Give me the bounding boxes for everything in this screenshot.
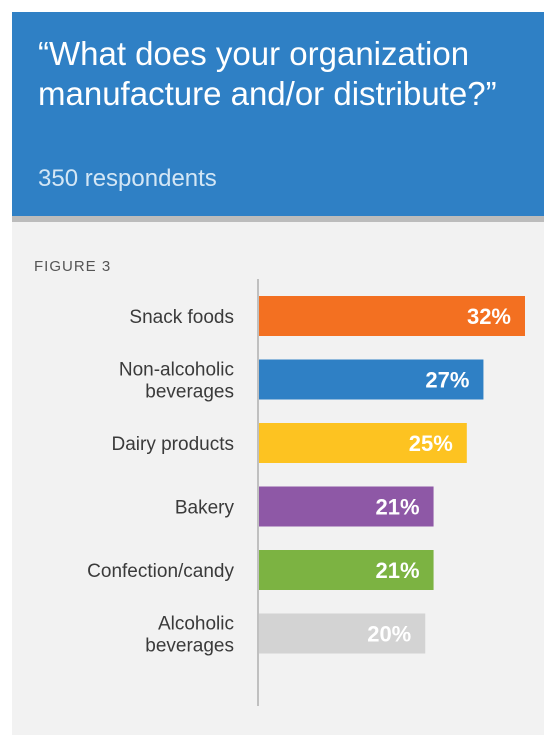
bar bbox=[259, 296, 525, 336]
category-label-line: beverages bbox=[145, 636, 234, 657]
category-label: Snack foods bbox=[129, 307, 234, 328]
header-panel: “What does your organization manufacture… bbox=[12, 12, 544, 222]
category-label-line: beverages bbox=[145, 382, 234, 403]
figure-label: FIGURE 3 bbox=[34, 258, 112, 275]
category-label-line: Snack foods bbox=[129, 307, 234, 328]
bar bbox=[259, 613, 426, 654]
value-label: 21% bbox=[376, 495, 420, 520]
category-label: Alcoholic beverages bbox=[145, 614, 234, 657]
respondent-count: 350 respondents bbox=[38, 165, 217, 192]
category-label-line: Dairy products bbox=[112, 434, 235, 455]
value-label: 21% bbox=[376, 558, 420, 583]
category-label: Bakery bbox=[175, 498, 235, 519]
category-label-line: Non-alcoholic bbox=[119, 360, 234, 381]
category-label: Dairy products bbox=[112, 434, 235, 455]
value-label: 20% bbox=[367, 622, 411, 647]
category-label-line: Confection/candy bbox=[87, 561, 234, 582]
bar bbox=[259, 359, 484, 400]
category-label: Non-alcoholic beverages bbox=[119, 360, 234, 403]
category-label: Confection/candy bbox=[87, 561, 234, 582]
category-label-line: Alcoholic bbox=[158, 614, 234, 635]
bar bbox=[259, 550, 434, 590]
bar bbox=[259, 486, 434, 527]
category-label-line: Bakery bbox=[175, 498, 235, 519]
bar bbox=[259, 423, 467, 463]
value-label: 27% bbox=[425, 368, 469, 393]
value-label: 32% bbox=[467, 304, 511, 329]
value-label: 25% bbox=[409, 431, 453, 456]
survey-question: “What does your organization manufacture… bbox=[38, 35, 497, 112]
